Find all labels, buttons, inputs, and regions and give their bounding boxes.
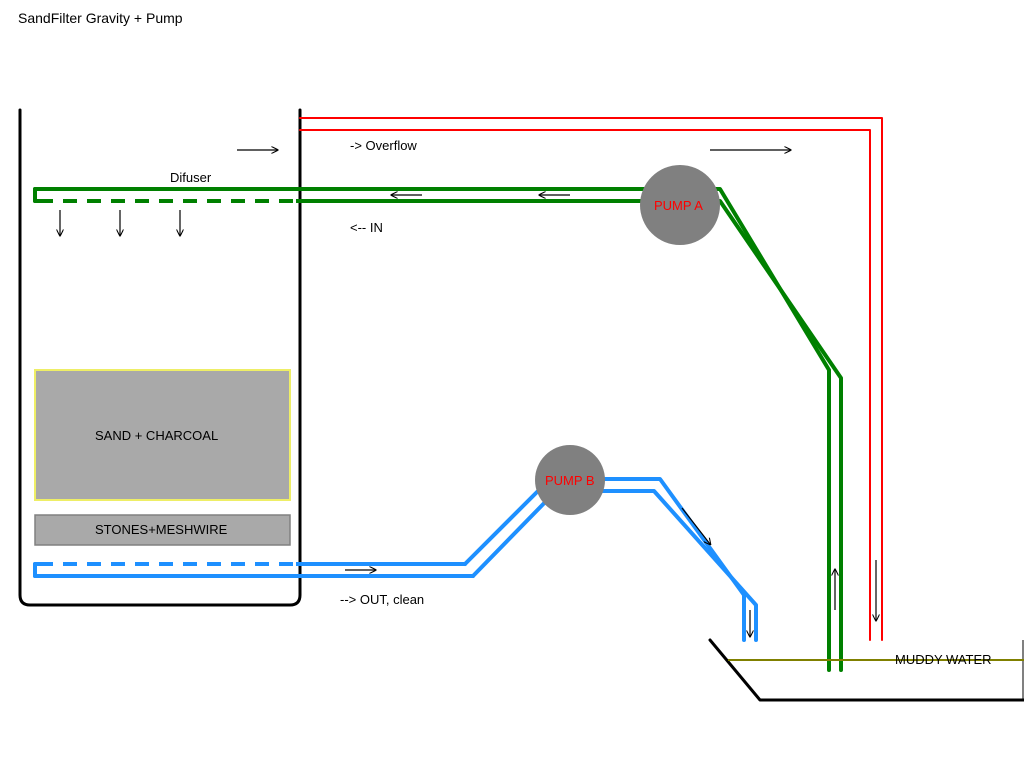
sand-label: SAND + CHARCOAL bbox=[95, 428, 218, 443]
diagram-svg bbox=[0, 0, 1024, 768]
out-label: --> OUT, clean bbox=[340, 592, 424, 607]
pump-a-label: PUMP A bbox=[654, 198, 703, 213]
in-label: <-- IN bbox=[350, 220, 383, 235]
pump-b-label: PUMP B bbox=[545, 473, 595, 488]
stones-label: STONES+MESHWIRE bbox=[95, 522, 227, 537]
overflow-label: -> Overflow bbox=[350, 138, 417, 153]
muddy-label: MUDDY WATER bbox=[895, 652, 992, 667]
diffuser-label: Difuser bbox=[170, 170, 211, 185]
